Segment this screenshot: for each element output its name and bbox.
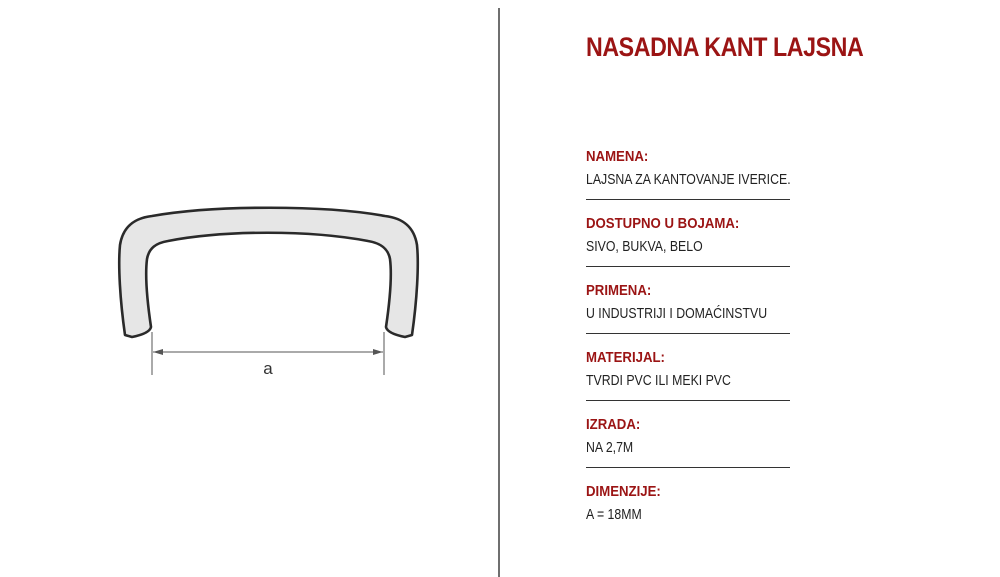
dimension-arrow-left: [153, 349, 163, 355]
spec-value: TVRDI PVC ILI MEKI PVC: [586, 372, 731, 389]
profile-drawing-panel: a: [0, 0, 498, 577]
spec-value: LAJSNA ZA KANTOVANJE IVERICE.: [586, 171, 791, 188]
spec-label: PRIMENA:: [586, 282, 652, 299]
spec-label: IZRADA:: [586, 416, 641, 433]
spec-item-bojama: DOSTUPNO U BOJAMA: SIVO, BUKVA, BELO: [586, 211, 790, 267]
spec-item-materijal: MATERIJAL: TVRDI PVC ILI MEKI PVC: [586, 345, 790, 401]
dimension-arrow-right: [373, 349, 383, 355]
vertical-divider: [498, 8, 500, 577]
spec-panel: NASADNA KANT LAJSNA NAMENA: LAJSNA ZA KA…: [586, 0, 886, 577]
spec-value: A = 18MM: [586, 506, 642, 523]
spec-item-namena: NAMENA: LAJSNA ZA KANTOVANJE IVERICE.: [586, 144, 791, 200]
kant-profile-drawing: a: [117, 206, 420, 378]
dimension-letter: a: [263, 359, 273, 378]
spec-label: DIMENZIJE:: [586, 483, 661, 500]
spec-item-dimenzije: DIMENZIJE: A = 18MM: [586, 479, 790, 535]
spec-label: MATERIJAL:: [586, 349, 665, 366]
spec-label: NAMENA:: [586, 148, 649, 165]
spec-value: U INDUSTRIJI I DOMAĆINSTVU: [586, 305, 768, 322]
spec-item-izrada: IZRADA: NA 2,7M: [586, 412, 790, 468]
profile-shape: [117, 206, 420, 339]
spec-list: NAMENA: LAJSNA ZA KANTOVANJE IVERICE. DO…: [586, 144, 791, 546]
spec-value: SIVO, BUKVA, BELO: [586, 238, 703, 255]
spec-label: DOSTUPNO U BOJAMA:: [586, 215, 740, 232]
spec-item-primena: PRIMENA: U INDUSTRIJI I DOMAĆINSTVU: [586, 278, 790, 334]
product-title: NASADNA KANT LAJSNA: [586, 32, 864, 62]
spec-value: NA 2,7M: [586, 439, 634, 456]
